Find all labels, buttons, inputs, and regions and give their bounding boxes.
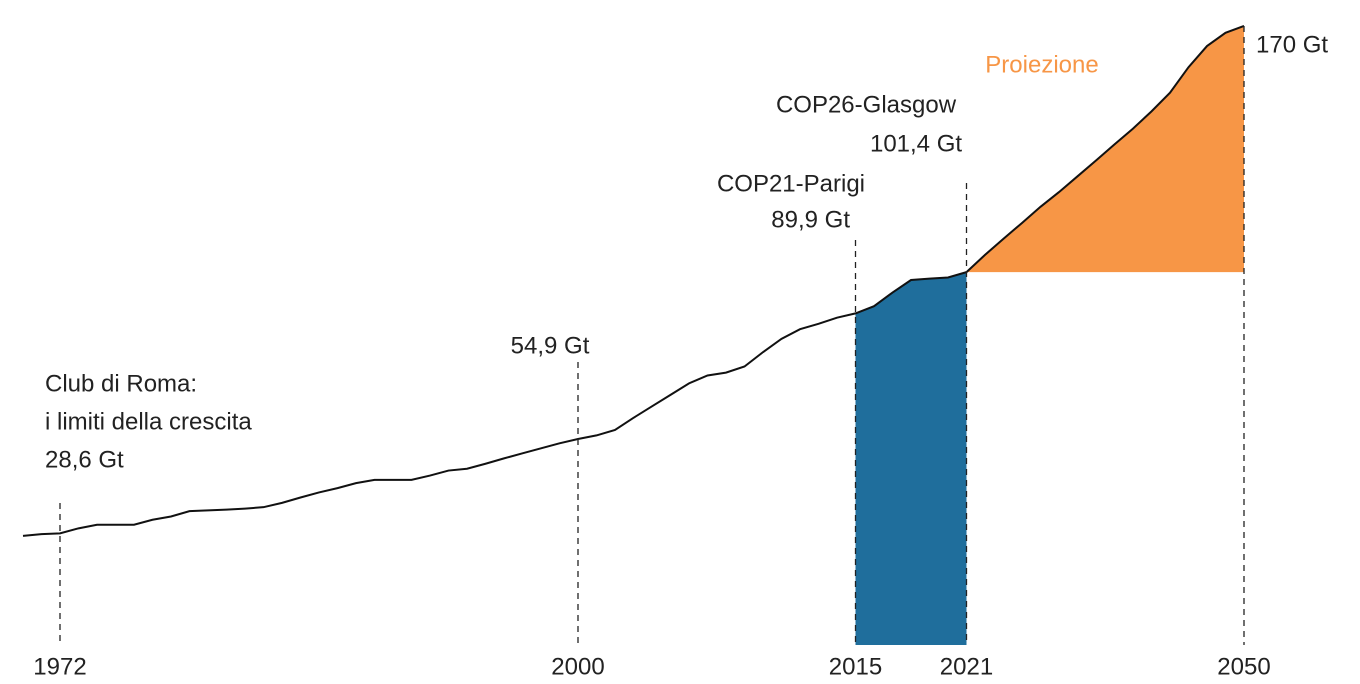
annotation: 101,4 Gt: [870, 130, 962, 157]
annotation: i limiti della crescita: [45, 408, 252, 435]
highlight-area: [855, 272, 967, 645]
x-tick-label: 1972: [33, 653, 86, 680]
x-tick-label: 2000: [551, 653, 604, 680]
annotation: 170 Gt: [1256, 31, 1328, 58]
series-label: Proiezione: [985, 51, 1098, 78]
x-tick-label: 2021: [940, 653, 993, 680]
line: [965, 25, 1245, 273]
annotation: 89,9 Gt: [771, 206, 850, 233]
line: [22, 271, 967, 537]
x-tick-label: 2015: [829, 653, 882, 680]
annotation: COP26-Glasgow: [776, 91, 957, 118]
annotation: 54,9 Gt: [511, 332, 590, 359]
annotation: 28,6 Gt: [45, 446, 124, 473]
annotation: Club di Roma:: [45, 370, 197, 397]
annotation: COP21-Parigi: [717, 170, 865, 197]
x-tick-label: 2050: [1217, 653, 1270, 680]
